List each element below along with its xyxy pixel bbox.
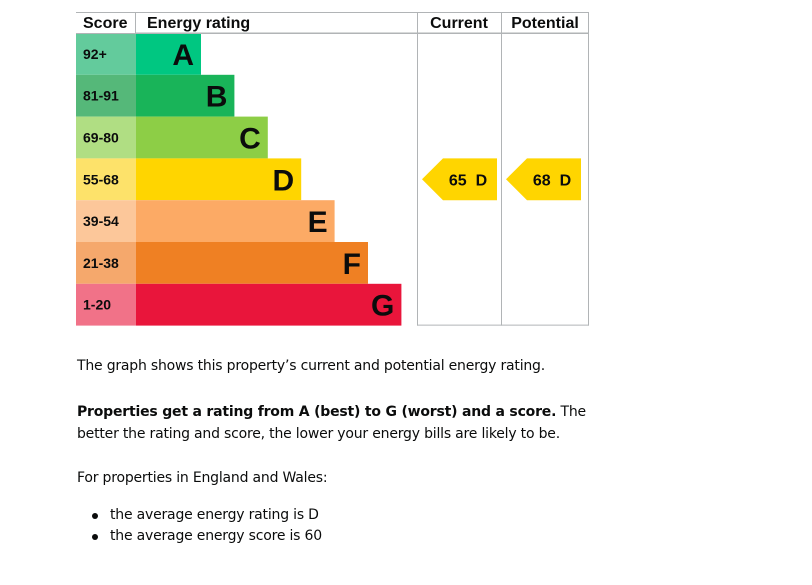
rating-explanation-bold: Properties get a rating from A (best) to… <box>77 404 557 420</box>
header-current: Current <box>430 15 488 32</box>
score-cell-g <box>76 283 136 326</box>
rating-bar-b <box>136 74 235 117</box>
rating-explanation-rest: The better the rating and score, the low… <box>77 404 586 442</box>
rating-bar-d <box>136 158 302 201</box>
energy-rating-chart: 92+ A 81-91 B 69-80 C 55-68 D 39-54 E 21-38 F 1-20 G S… <box>76 12 589 326</box>
rating-letter-e: E <box>308 206 328 239</box>
rating-letter-d: D <box>273 164 295 197</box>
score-range-label: 55-68 <box>83 171 119 187</box>
header-score: Score <box>83 15 128 32</box>
region-intro-text: For properties in England and Wales: <box>77 470 328 486</box>
rating-explanation-text: Properties get a rating from A (best) to… <box>77 401 597 445</box>
chart-description: The graph shows this property’s current … <box>77 355 597 377</box>
rating-bar-f <box>136 242 368 284</box>
score-cell-e <box>76 200 136 242</box>
rating-bar-g <box>136 283 402 326</box>
header-energy-rating: Energy rating <box>147 15 250 32</box>
average-rating-item: the average energy rating is D <box>77 505 322 526</box>
bullet-dot <box>92 513 98 519</box>
intro-text: The graph shows this property’s current … <box>77 358 545 374</box>
rating-letter-g: G <box>371 290 394 323</box>
bullet-dot <box>92 534 98 540</box>
current-rating-label: 65 D <box>449 172 487 189</box>
score-cell-a <box>76 33 136 75</box>
rating-letter-b: B <box>206 81 228 114</box>
score-range-label: 81-91 <box>83 88 119 104</box>
average-rating-text: the average energy rating is D <box>110 507 319 523</box>
potential-rating-arrow <box>506 158 581 201</box>
score-cell-f <box>76 242 136 284</box>
rating-letter-f: F <box>343 248 361 281</box>
score-range-label: 92+ <box>83 46 107 62</box>
rating-bar-e <box>136 200 335 242</box>
score-range-label: 69-80 <box>83 130 119 146</box>
potential-rating-label: 68 D <box>533 172 571 189</box>
score-cell-c <box>76 116 136 159</box>
rating-bar-a <box>136 33 201 75</box>
rating-letter-c: C <box>239 123 261 156</box>
score-range-label: 39-54 <box>83 213 119 229</box>
score-range-label: 1-20 <box>83 297 111 313</box>
score-cell-b <box>76 74 136 117</box>
current-rating-arrow <box>422 158 497 201</box>
average-list: the average energy rating is D the avera… <box>77 505 322 547</box>
average-score-item: the average energy score is 60 <box>77 526 322 547</box>
score-cell-d <box>76 158 136 201</box>
rating-explanation: Properties get a rating from A (best) to… <box>77 401 597 445</box>
score-range-label: 21-38 <box>83 255 119 271</box>
average-score-text: the average energy score is 60 <box>110 528 322 544</box>
rating-letter-a: A <box>172 39 194 72</box>
header-potential: Potential <box>511 15 579 32</box>
rating-bar-c <box>136 116 268 159</box>
region-intro: For properties in England and Wales: <box>77 467 597 489</box>
